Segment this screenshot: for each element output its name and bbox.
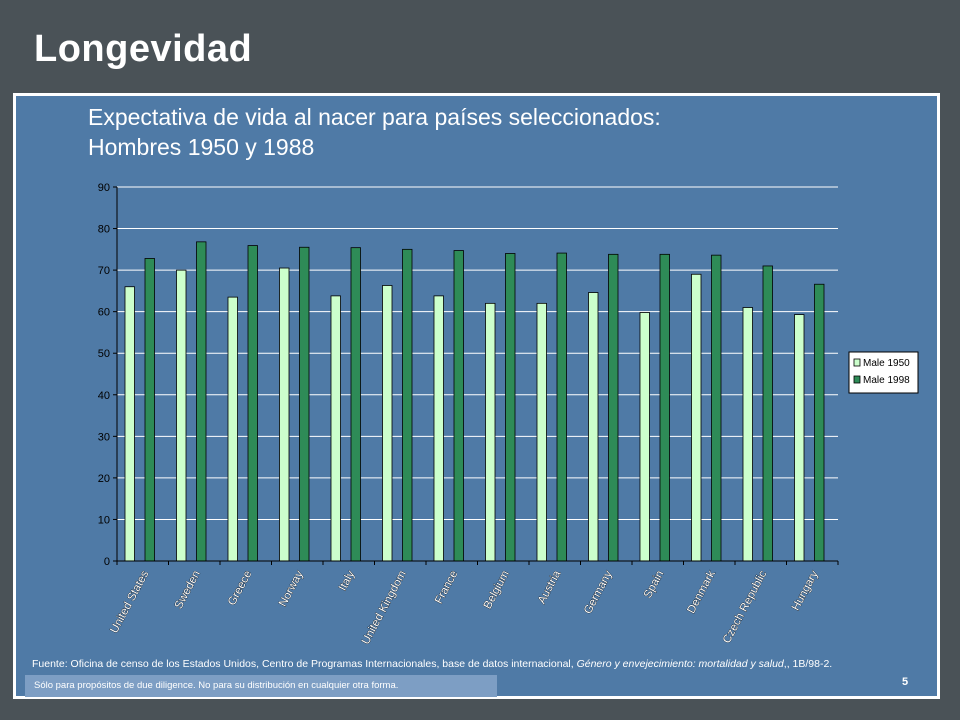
y-tick-label: 90 [98,182,110,194]
bar-male-1998 [144,258,155,562]
x-tick-label: Czech Republic [721,569,770,646]
legend-box [848,351,919,394]
bar-male-1998 [505,253,516,562]
bar-male-1998 [711,254,722,562]
bar-male-1998 [196,241,207,562]
bar-male-1950 [485,302,496,562]
x-tick-label: Austria [536,568,564,606]
gridlines [117,186,838,520]
bar-male-1998 [453,250,464,562]
y-tick-label: 20 [98,473,110,485]
y-tick-label: 10 [98,514,110,526]
x-tick-label: Greece [226,569,254,608]
source-suffix: ,, 1B/98-2. [783,658,833,670]
legend-swatch [853,358,861,367]
x-tick-label: United States [108,569,151,636]
bar-male-1950 [588,292,599,562]
y-tick-label: 80 [98,224,110,236]
x-tick-label: Norway [277,569,306,609]
bar-male-1950 [382,285,393,562]
legend-swatch [853,375,861,384]
bar-male-1998 [762,265,773,562]
chart-title-line-2: Hombres 1950 y 1988 [88,134,315,160]
bar-male-1950 [742,307,753,562]
y-tick-label: 40 [98,390,110,402]
bar-male-1998 [350,247,361,562]
bar-male-1950 [176,269,187,562]
x-tick-label: Belgium [482,569,512,611]
y-tick-label: 60 [98,307,110,319]
y-tick-label: 50 [98,348,110,360]
source-prefix: Fuente: Oficina de censo de los Estados … [32,658,577,670]
disclaimer-banner: Sólo para propósitos de due diligence. N… [25,675,497,697]
bars [124,241,825,562]
x-tick-label: Italy [337,569,358,593]
bar-male-1998 [299,246,310,562]
source-note: Fuente: Oficina de censo de los Estados … [32,658,947,670]
chart-title: Expectativa de vida al nacer para países… [88,102,661,162]
bar-male-1998 [814,283,825,562]
y-tick-label: 70 [98,265,110,277]
legend-label: Male 1950 [863,358,910,369]
x-tick-label: Sweden [173,569,203,611]
bar-male-1998 [608,253,619,562]
x-tick-label: United Kingdom [360,569,409,647]
bar-male-1950 [227,296,238,562]
page-number: 5 [902,676,909,688]
legend: Male 1950 Male 1998 [848,351,919,394]
source-italic: Género y envejecimiento: mortalidad y sa… [576,658,784,670]
bar-male-1950 [794,314,805,562]
chart-panel [13,93,940,699]
x-tick-label: Spain [642,569,666,601]
bar-male-1950 [330,295,341,562]
slide-title: Longevidad [34,28,253,70]
x-axis: United States Sweden Greece Norway Italy Unit… [108,560,839,647]
y-tick-label: 30 [98,431,110,443]
x-tick-label: France [433,569,460,606]
bar-male-1998 [556,252,567,562]
bar-male-1998 [402,248,413,562]
x-tick-label: Hungary [790,569,821,613]
bar-male-1950 [433,295,444,562]
x-tick-label: Germany [582,569,615,617]
legend-label: Male 1998 [863,375,910,386]
x-tick-label: Denmark [685,569,718,616]
bar-male-1950 [639,312,650,562]
bar-male-1950 [536,302,547,562]
chart-title-line-1: Expectativa de vida al nacer para países… [88,104,661,130]
bar-male-1998 [247,245,258,562]
y-axis: 0 10 20 30 40 50 60 70 80 90 [98,182,118,568]
bar-male-1950 [279,267,290,562]
bar-male-1950 [124,286,135,562]
bar-male-1950 [691,273,702,562]
y-tick-label: 0 [104,556,110,568]
bar-male-1998 [659,253,670,562]
